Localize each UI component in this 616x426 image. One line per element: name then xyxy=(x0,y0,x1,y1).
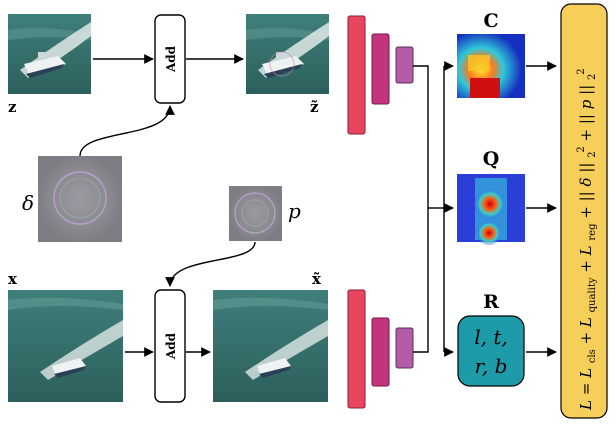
loss-term-cls: L xyxy=(577,368,595,379)
backbone-top-layer-2 xyxy=(371,33,390,105)
loss-lhs: L xyxy=(577,400,595,411)
head-r-box: l, t, r, b xyxy=(457,315,525,387)
backbone-top-layer-3 xyxy=(395,46,414,84)
head-r-label: R xyxy=(483,291,499,313)
template-image-z-tilde xyxy=(246,14,329,94)
label-p: p xyxy=(288,199,301,223)
search-image-x xyxy=(8,290,123,402)
loss-term-reg: L xyxy=(577,245,595,256)
backbone-bottom xyxy=(347,289,414,409)
template-image-z xyxy=(8,14,91,94)
label-z-tilde: z̃ xyxy=(310,98,319,116)
regression-line-1: l, t, xyxy=(474,325,508,349)
add-block-bottom: Add xyxy=(154,289,186,403)
loss-term-p: p xyxy=(577,99,595,109)
label-x: x xyxy=(8,270,18,288)
regression-line-2: r, b xyxy=(475,354,508,378)
head-q-heatmap xyxy=(457,174,525,246)
head-c-label: C xyxy=(483,10,498,32)
arrow-p-to-add xyxy=(165,241,256,287)
loss-box: L = L cls + L quality + L reg + || δ || … xyxy=(560,3,608,419)
perturbation-delta-image xyxy=(38,156,122,242)
loss-formula: L = L cls + L quality + L reg + || δ || … xyxy=(570,68,599,411)
perturbation-p-image xyxy=(229,186,282,241)
backbone-bottom-layer-2 xyxy=(371,317,390,387)
label-delta: δ xyxy=(22,191,34,215)
search-image-x-tilde xyxy=(213,290,328,402)
loss-term-quality: L xyxy=(577,317,595,328)
backbone-top xyxy=(347,15,414,135)
add-block-top: Add xyxy=(154,14,186,104)
backbone-top-layer-1 xyxy=(347,15,366,135)
add-label-top: Add xyxy=(164,45,178,73)
arrow-delta-to-add xyxy=(79,105,175,157)
label-x-tilde: x̃ xyxy=(312,270,322,288)
label-z: z xyxy=(8,98,17,116)
head-c-heatmap xyxy=(457,34,525,98)
feature-connectors xyxy=(413,61,454,357)
head-q-label: Q xyxy=(483,148,500,170)
add-label-bottom: Add xyxy=(164,332,178,360)
loss-term-delta: δ xyxy=(577,177,595,186)
backbone-bottom-layer-3 xyxy=(395,327,414,369)
backbone-bottom-layer-1 xyxy=(347,289,366,409)
